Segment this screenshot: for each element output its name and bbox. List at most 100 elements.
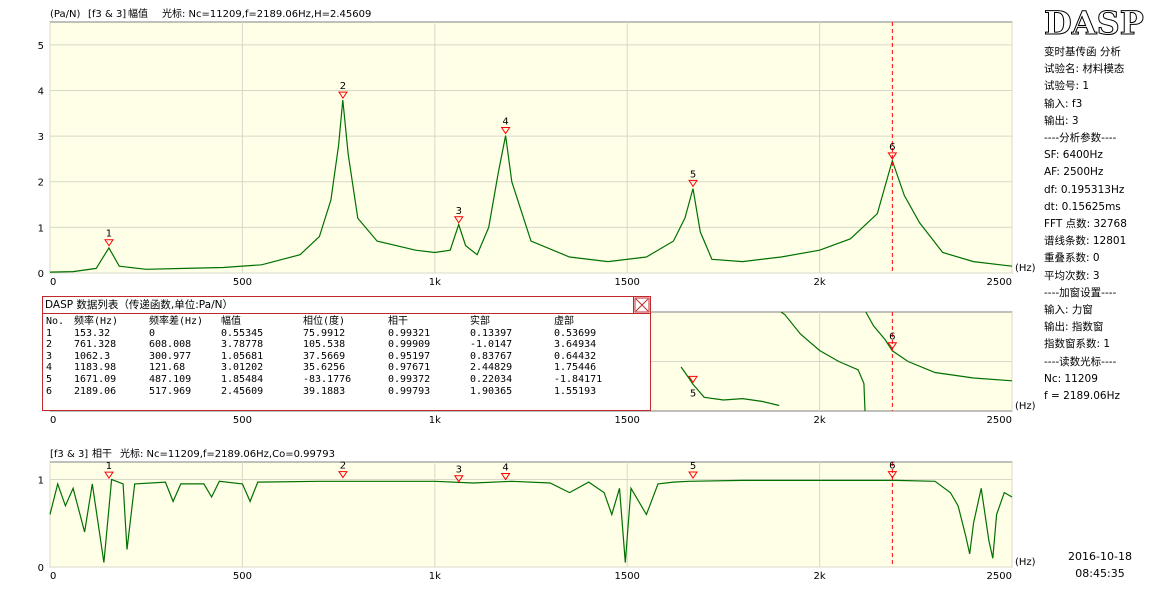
data-table-titlebar[interactable]: DASP 数据列表（传递函数,单位:Pa/N） — [43, 297, 650, 314]
info-line: Nc: 11209 — [1044, 372, 1098, 385]
x-tick-label: 0 — [50, 415, 56, 426]
panel3-kind-label: 相干 — [92, 447, 112, 460]
y-tick-label: 1 — [38, 476, 44, 487]
table-cell: 608.008 — [149, 339, 192, 351]
info-line: 试验名: 材料模态 — [1044, 63, 1125, 76]
table-cell: 35.6256 — [303, 362, 346, 374]
y-tick-label: 4 — [38, 86, 44, 97]
peak-label: 4 — [502, 117, 508, 128]
y-tick-label: 2 — [38, 178, 44, 189]
table-cell: 153.32 — [74, 327, 111, 339]
table-cell: 0.99793 — [388, 385, 431, 397]
x-tick-label: 1500 — [614, 277, 639, 288]
coherence-frame — [49, 461, 1013, 568]
table-cell: 39.1883 — [303, 385, 346, 397]
x-tick-label: 0 — [50, 571, 56, 582]
peak-marker — [688, 179, 698, 188]
x-tick-label: 1k — [429, 571, 441, 582]
close-icon[interactable] — [633, 297, 650, 313]
dasp-logo: DASP — [1044, 4, 1145, 43]
table-cell: 1.05681 — [221, 350, 264, 362]
table-cell: 2189.06 — [74, 385, 117, 397]
y-tick-label: 0 — [38, 563, 44, 574]
panel3-channel-label: [f3 & 3] — [50, 449, 88, 460]
peak-label: 2 — [340, 81, 346, 92]
coherence-panel: 0 500 1k 1500 2k 2500(Hz) 0 1 1 2 3 4 5 6 — [38, 461, 1036, 582]
info-line: AF: 2500Hz — [1044, 166, 1104, 179]
table-cell: 1.75446 — [554, 362, 597, 374]
table-cell: 实部 — [470, 316, 490, 327]
info-line: dt: 0.15625ms — [1044, 200, 1121, 213]
table-cell: 1183.98 — [74, 362, 117, 374]
table-cell: 3.01202 — [221, 362, 264, 374]
amplitude-frame — [49, 21, 1013, 274]
peak-label: 6 — [889, 142, 895, 153]
table-row: 5 1671.09 487.109 1.85484 -83.1776 0.99372 0.2… — [46, 374, 634, 386]
info-line: 输出: 3 — [1044, 114, 1079, 127]
peak-marker — [338, 471, 348, 479]
y-tick-label: 0 — [38, 269, 44, 280]
table-cell: 相位(度) — [303, 316, 346, 327]
peak-marker — [688, 471, 698, 479]
table-row: 3 1062.3 300.977 1.05681 37.5669 0.95197 0.837… — [46, 351, 634, 363]
peak-label: 5 — [690, 461, 696, 472]
table-cell: 0.99321 — [388, 327, 431, 339]
coherence-trace — [49, 478, 1013, 563]
info-line: 输出: 指数窗 — [1044, 321, 1104, 334]
table-cell: 1.85484 — [221, 373, 264, 385]
timestamp: 2016-10-18 08:45:35 — [1060, 548, 1140, 582]
table-cell: 频率(Hz) — [74, 316, 119, 327]
table-cell: 300.977 — [149, 350, 192, 362]
peak-label: 1 — [106, 461, 112, 472]
table-cell: 37.5669 — [303, 350, 346, 362]
info-line: SF: 6400Hz — [1044, 149, 1103, 162]
table-cell: 0.99909 — [388, 339, 431, 351]
x-tick-label: 2500 — [987, 415, 1012, 426]
x-tick-label: 1k — [429, 277, 441, 288]
x-tick-label: 500 — [233, 415, 252, 426]
data-table-window[interactable]: DASP 数据列表（传递函数,单位:Pa/N） No. 频率(Hz) 频率差(Hz)… — [42, 296, 651, 411]
x-unit-label: (Hz) — [1015, 401, 1036, 412]
peak-label: 5 — [690, 169, 696, 180]
table-cell: 3.64934 — [554, 339, 597, 351]
x-unit-label: (Hz) — [1015, 263, 1036, 274]
table-header-row: No. 频率(Hz) 频率差(Hz) 幅值 相位(度) 相干 实部 虚部 — [46, 316, 634, 328]
x-tick-label: 1500 — [614, 571, 639, 582]
amplitude-trace — [49, 99, 1013, 273]
peak-marker — [453, 475, 464, 483]
table-cell: 3 — [46, 350, 53, 362]
panel1-kind-label: 幅值 — [128, 7, 148, 20]
table-cell: 0.22034 — [470, 373, 513, 385]
table-row: 6 2189.06 517.969 2.45609 39.1883 0.99793 1.90… — [46, 386, 634, 398]
table-cell: 1062.3 — [74, 350, 111, 362]
peak-marker — [887, 152, 898, 160]
x-tick-label: 500 — [233, 571, 252, 582]
table-cell: 6 — [46, 385, 53, 397]
x-tick-label: 500 — [233, 277, 252, 288]
table-cell: 相干 — [388, 316, 408, 327]
y-tick-label: 5 — [38, 41, 44, 52]
table-cell: 频率差(Hz) — [149, 316, 204, 327]
peak-label: 4 — [502, 463, 508, 474]
info-line: 谱线条数: 12801 — [1044, 235, 1127, 248]
peak-marker — [500, 127, 511, 135]
peak-marker — [688, 375, 698, 384]
peak-label: 6 — [889, 332, 895, 343]
table-cell: 3.78778 — [221, 339, 264, 351]
table-cell: 0.99372 — [388, 373, 431, 385]
table-cell: 105.538 — [303, 339, 346, 351]
table-cell: 2 — [46, 339, 53, 351]
table-row: 4 1183.98 121.68 3.01202 35.6256 0.97671 2.448… — [46, 362, 634, 374]
peak-label: 1 — [106, 229, 112, 240]
phase-trace — [680, 311, 1013, 412]
peak-label: 2 — [340, 461, 346, 472]
info-line: 指数窗系数: 1 — [1044, 338, 1111, 351]
amplitude-panel: 0 500 1k 1500 2k 2500(Hz) 0 1 2 3 4 5 1 2 3 4 5 6 — [38, 21, 1036, 288]
info-line: df: 0.195313Hz — [1044, 183, 1125, 196]
table-cell: 1.90365 — [470, 385, 513, 397]
table-cell: 2.45609 — [221, 385, 264, 397]
peak-marker — [104, 471, 114, 479]
x-unit-label: (Hz) — [1015, 557, 1036, 568]
table-cell: 0.83767 — [470, 350, 513, 362]
info-line: 试验号: 1 — [1044, 80, 1090, 93]
